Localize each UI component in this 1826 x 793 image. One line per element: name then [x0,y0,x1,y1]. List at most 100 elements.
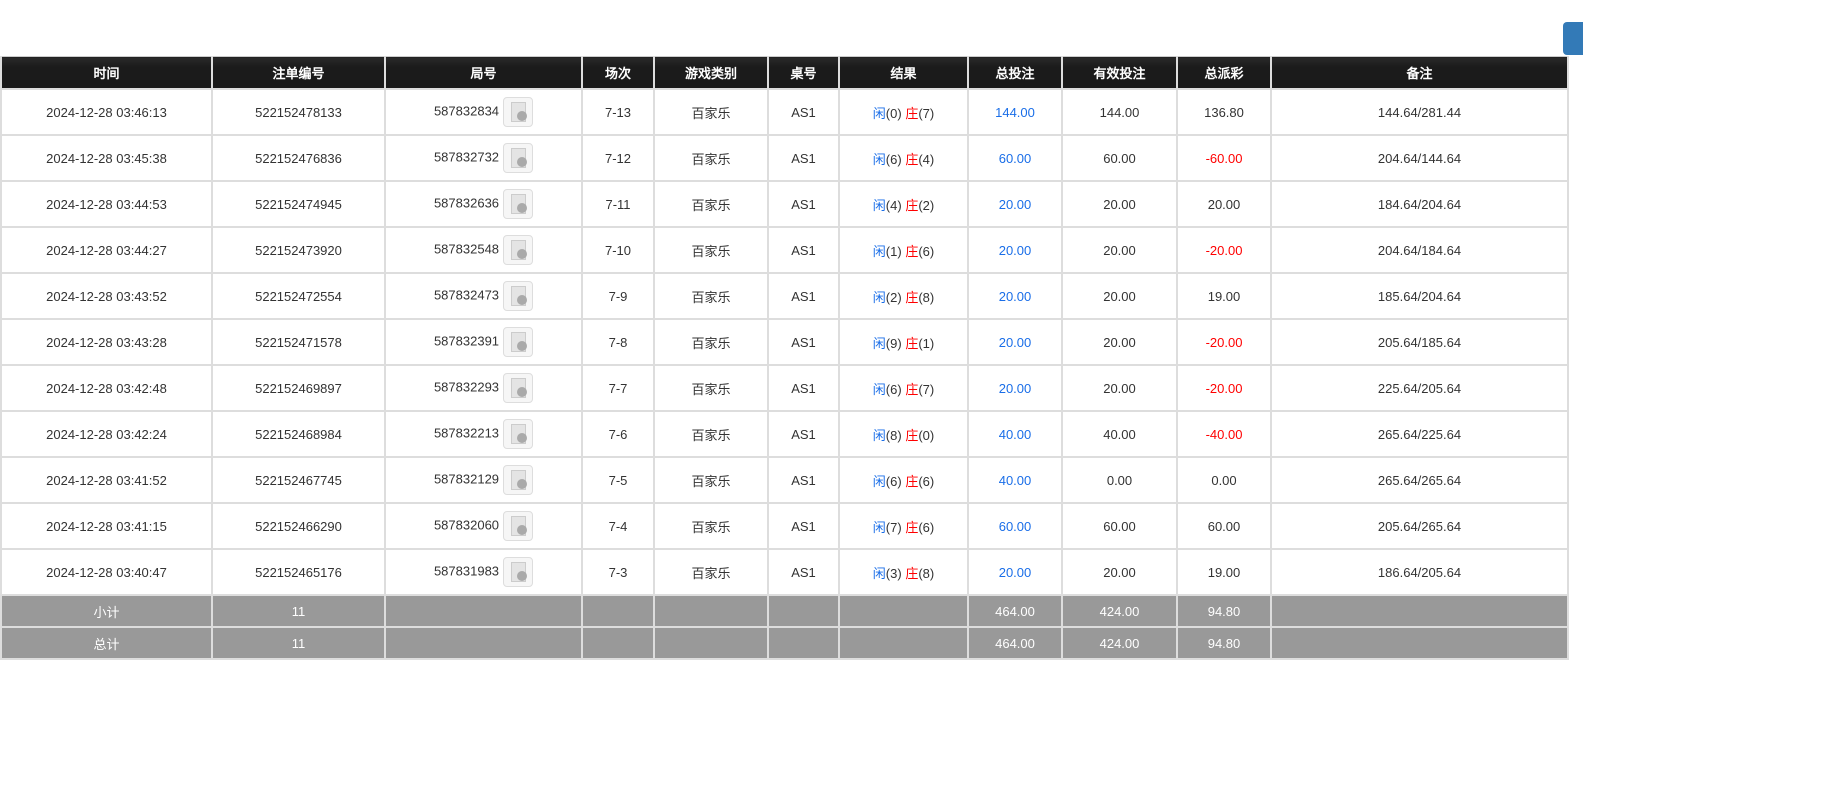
time-cell: 2024-12-28 03:44:53 [0,180,213,228]
result-cell: 闲(2) 庄(8) [838,272,969,320]
shoe-cell: 7-13 [581,88,655,136]
player-score: (6) [885,473,902,489]
player-score: (7) [885,519,902,535]
payout-cell: -40.00 [1176,410,1272,458]
player-score: (1) [885,243,902,259]
note-cell: 205.64/185.64 [1270,318,1569,366]
player-label: 闲 [872,289,886,305]
bet-id-cell: 522152469897 [211,364,386,412]
top-right-button[interactable] [1563,22,1583,55]
table-cell: AS1 [767,410,840,458]
table-header: 时间 注单编号 局号 场次 游戏类别 桌号 结果 总投注 有效投注 总派彩 备注 [0,56,1569,90]
player-label: 闲 [872,565,886,581]
bet-id-cell: 522152473920 [211,226,386,274]
video-replay-icon[interactable] [503,143,534,173]
player-score: (6) [885,151,902,167]
shoe-cell: 7-12 [581,134,655,182]
banker-score: (4) [918,151,935,167]
payout-cell: -20.00 [1176,364,1272,412]
table-cell: AS1 [767,88,840,136]
time-cell: 2024-12-28 03:41:15 [0,502,213,550]
grandtotal-count: 11 [211,626,386,660]
video-replay-icon[interactable] [503,189,534,219]
bet-records-table: 时间 注单编号 局号 场次 游戏类别 桌号 结果 总投注 有效投注 总派彩 备注 2024-12-2… [0,56,1569,660]
total-bet-cell: 20.00 [967,364,1063,412]
video-replay-icon[interactable] [503,235,534,265]
player-score: (3) [885,565,902,581]
shoe-cell: 7-3 [581,548,655,596]
header-table: 桌号 [767,56,840,90]
shoe-cell: 7-4 [581,502,655,550]
result-cell: 闲(9) 庄(1) [838,318,969,366]
header-note: 备注 [1270,56,1569,90]
round-number: 587832636 [433,195,500,211]
table-row: 2024-12-28 03:42:24 522152468984 5878322… [0,410,1569,458]
player-label: 闲 [872,335,886,351]
valid-bet-cell: 60.00 [1061,502,1178,550]
video-replay-icon[interactable] [503,465,534,495]
round-cell: 587832834 [384,88,583,136]
valid-bet-cell: 20.00 [1061,226,1178,274]
table-row: 2024-12-28 03:41:52 522152467745 5878321… [0,456,1569,504]
header-bet-id: 注单编号 [211,56,386,90]
game-type-cell: 百家乐 [653,318,769,366]
player-label: 闲 [872,151,886,167]
note-cell: 204.64/184.64 [1270,226,1569,274]
player-label: 闲 [872,519,886,535]
time-cell: 2024-12-28 03:40:47 [0,548,213,596]
time-cell: 2024-12-28 03:46:13 [0,88,213,136]
round-number: 587832213 [433,425,500,441]
player-label: 闲 [872,243,886,259]
shoe-cell: 7-5 [581,456,655,504]
bet-id-cell: 522152476836 [211,134,386,182]
table-cell: AS1 [767,226,840,274]
subtotal-count: 11 [211,594,386,628]
valid-bet-cell: 0.00 [1061,456,1178,504]
player-label: 闲 [872,381,886,397]
video-replay-icon[interactable] [503,281,534,311]
round-number: 587832060 [433,517,500,533]
valid-bet-cell: 60.00 [1061,134,1178,182]
video-replay-icon[interactable] [503,419,534,449]
table-row: 2024-12-28 03:43:52 522152472554 5878324… [0,272,1569,320]
round-cell: 587831983 [384,548,583,596]
table-row: 2024-12-28 03:45:38 522152476836 5878327… [0,134,1569,182]
note-cell: 184.64/204.64 [1270,180,1569,228]
player-score: (0) [885,105,902,121]
total-bet-cell: 20.00 [967,226,1063,274]
header-payout: 总派彩 [1176,56,1272,90]
video-replay-icon[interactable] [503,511,534,541]
video-replay-icon[interactable] [503,373,534,403]
round-number: 587832129 [433,471,500,487]
table-cell: AS1 [767,318,840,366]
video-replay-icon[interactable] [503,557,534,587]
round-number: 587832732 [433,149,500,165]
payout-cell: -20.00 [1176,318,1272,366]
valid-bet-cell: 40.00 [1061,410,1178,458]
table-cell: AS1 [767,134,840,182]
game-type-cell: 百家乐 [653,410,769,458]
table-row: 2024-12-28 03:43:28 522152471578 5878323… [0,318,1569,366]
result-cell: 闲(0) 庄(7) [838,88,969,136]
player-score: (8) [885,427,902,443]
payout-cell: 19.00 [1176,272,1272,320]
game-type-cell: 百家乐 [653,134,769,182]
round-cell: 587832129 [384,456,583,504]
total-bet-cell: 40.00 [967,410,1063,458]
table-cell: AS1 [767,180,840,228]
note-cell: 186.64/205.64 [1270,548,1569,596]
player-label: 闲 [872,105,886,121]
round-number: 587832473 [433,287,500,303]
video-replay-icon[interactable] [503,97,534,127]
result-cell: 闲(6) 庄(7) [838,364,969,412]
table-row: 2024-12-28 03:44:27 522152473920 5878325… [0,226,1569,274]
total-bet-cell: 20.00 [967,548,1063,596]
round-cell: 587832391 [384,318,583,366]
subtotal-row: 小计 11 464.00 424.00 94.80 [0,594,1569,628]
payout-cell: -20.00 [1176,226,1272,274]
video-replay-icon[interactable] [503,327,534,357]
banker-label: 庄 [905,565,919,581]
note-cell: 265.64/265.64 [1270,456,1569,504]
shoe-cell: 7-6 [581,410,655,458]
time-cell: 2024-12-28 03:42:48 [0,364,213,412]
